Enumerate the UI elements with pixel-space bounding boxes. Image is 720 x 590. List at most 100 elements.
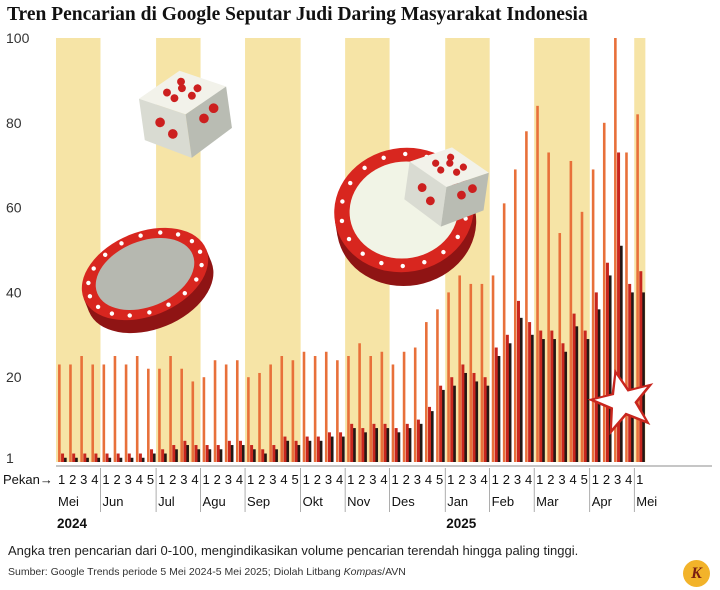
bar — [572, 313, 576, 462]
chip-dot — [95, 304, 101, 310]
chip-dot — [158, 230, 163, 235]
bar — [294, 440, 298, 462]
bar — [261, 449, 265, 462]
bar — [363, 432, 367, 462]
week-label: 4 — [336, 472, 343, 487]
week-label: 2 — [458, 472, 465, 487]
dice-pip — [452, 168, 461, 176]
source-italic: Kompas — [343, 566, 383, 578]
dice-pip — [437, 166, 445, 174]
bar — [347, 356, 350, 462]
chip-dot — [360, 251, 365, 256]
bar — [619, 245, 623, 462]
chip-dot — [379, 260, 384, 266]
chip-dot — [194, 277, 199, 282]
week-label: 4 — [280, 472, 287, 487]
week-label: 1 — [347, 472, 354, 487]
bar — [361, 428, 365, 462]
dice-pip — [446, 159, 454, 167]
bar — [197, 449, 201, 462]
week-label: 1 — [58, 472, 65, 487]
bar — [341, 436, 345, 462]
bar — [247, 377, 250, 462]
bar — [430, 411, 434, 462]
dice-pip — [155, 117, 165, 128]
dice-pip — [177, 77, 185, 86]
dice-face — [404, 161, 447, 227]
bar — [263, 453, 267, 462]
bar — [119, 457, 123, 462]
week-label: 1 — [203, 472, 210, 487]
bar — [241, 445, 245, 462]
bar — [494, 347, 498, 462]
month-label: Feb — [492, 494, 514, 509]
month-label: Mei — [636, 494, 657, 509]
week-label: 3 — [325, 472, 332, 487]
week-label: 5 — [581, 472, 588, 487]
bar — [436, 309, 439, 462]
y-tick-label: 60 — [6, 200, 22, 216]
chip-dot — [87, 294, 93, 299]
bar — [85, 457, 89, 462]
dice-pip — [187, 91, 196, 100]
bar — [94, 453, 98, 462]
bar — [539, 330, 543, 462]
chip-dot — [175, 232, 181, 237]
chip-dot — [166, 302, 171, 307]
bar — [439, 385, 443, 462]
bar — [336, 360, 339, 462]
chip-dot — [346, 236, 352, 242]
bar — [497, 356, 501, 462]
logo-letter: K — [691, 565, 702, 582]
bar — [447, 292, 450, 462]
bar — [108, 457, 112, 462]
week-label: 4 — [236, 472, 243, 487]
bar — [219, 449, 223, 462]
y-tick-label: 80 — [6, 115, 22, 131]
dice-pip — [457, 190, 466, 200]
week-label: 3 — [80, 472, 87, 487]
star-face — [594, 374, 648, 429]
bar — [413, 347, 417, 462]
bar — [238, 440, 242, 462]
bar — [472, 372, 476, 462]
kompas-logo-icon: K — [683, 560, 710, 587]
week-label: 3 — [558, 472, 565, 487]
dice-pip — [177, 84, 186, 93]
chip-dot — [127, 313, 132, 318]
week-label: 2 — [69, 472, 76, 487]
bar — [113, 356, 117, 462]
chip-dot — [182, 291, 188, 296]
week-label: 3 — [469, 472, 476, 487]
bar — [202, 377, 206, 462]
chip-dot — [422, 260, 427, 265]
bar — [97, 457, 101, 462]
y-axis: 1 20 40 60 80 100 — [6, 30, 30, 466]
bar — [283, 436, 287, 462]
bar — [124, 364, 128, 462]
bar — [641, 292, 645, 462]
bar — [463, 372, 467, 462]
month-label: Mar — [536, 494, 559, 509]
chip-dot — [102, 252, 108, 257]
bar — [83, 453, 87, 462]
month-label: Apr — [592, 494, 613, 509]
bar — [180, 368, 183, 462]
bar — [150, 449, 154, 462]
bar — [230, 445, 234, 462]
dice-pip — [447, 153, 455, 161]
bar — [541, 339, 545, 462]
week-label: 2 — [358, 472, 365, 487]
bar-series — [58, 38, 645, 463]
bar — [372, 423, 376, 462]
bar — [547, 152, 550, 463]
month-label: Okt — [303, 494, 324, 509]
bar — [327, 432, 331, 462]
chip-dot — [119, 241, 124, 246]
chip-dot — [197, 249, 203, 254]
week-label: 4 — [425, 472, 432, 487]
dice-pip — [199, 113, 209, 124]
week-label: 1 — [492, 472, 499, 487]
